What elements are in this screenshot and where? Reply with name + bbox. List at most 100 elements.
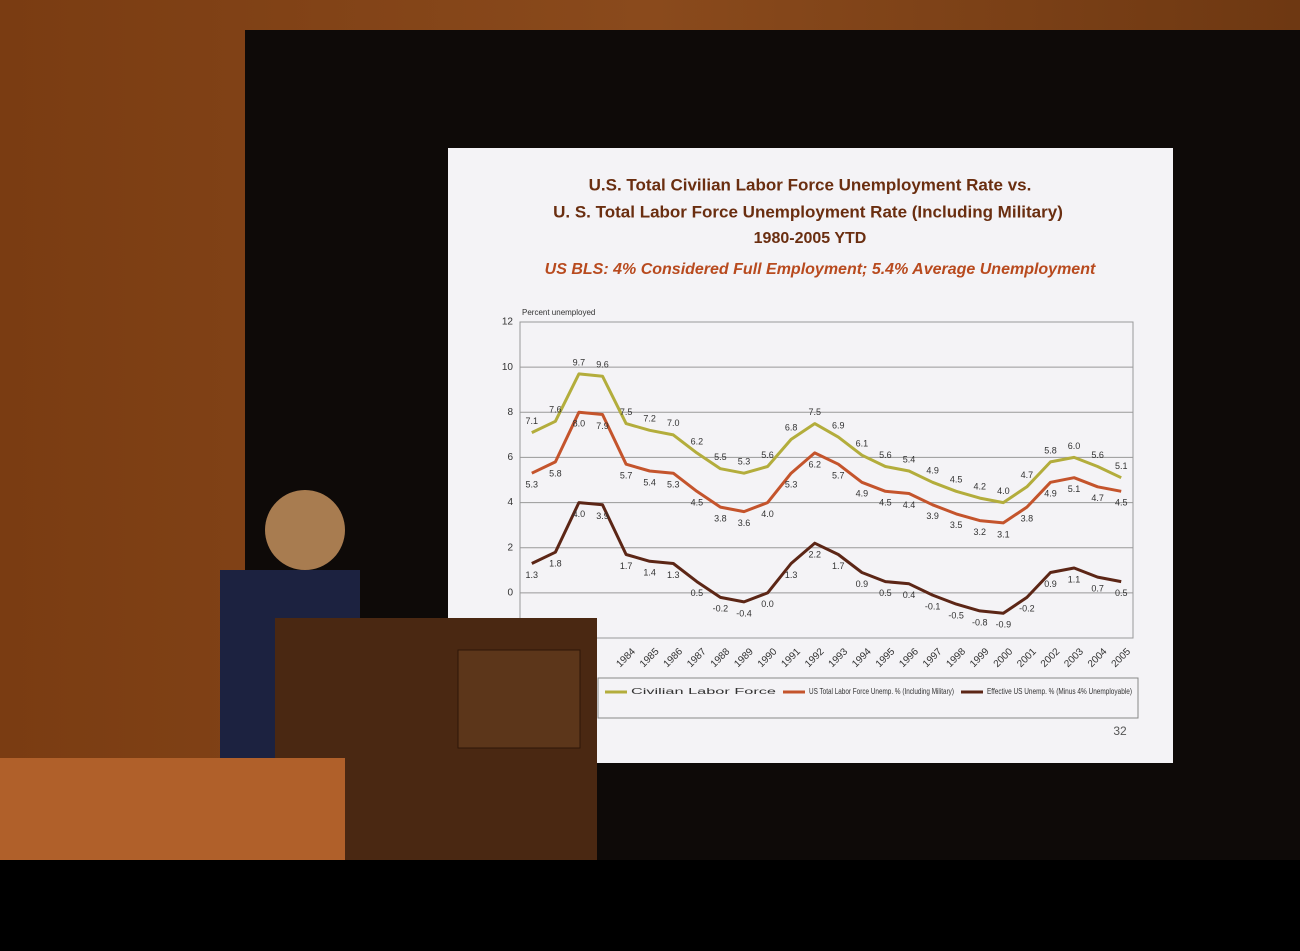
data-label: 0.4 <box>903 590 916 600</box>
data-label: 4.9 <box>926 466 939 476</box>
data-label: 7.9 <box>596 421 609 431</box>
series-line <box>531 372 1122 505</box>
data-label: 4.5 <box>950 475 963 485</box>
data-label: 5.8 <box>1044 445 1057 455</box>
page-number: 32 <box>1113 724 1127 738</box>
legend-box <box>597 677 1139 719</box>
table <box>0 758 345 860</box>
data-label: 7.5 <box>808 407 821 417</box>
data-label: 3.5 <box>950 520 963 530</box>
y-tick-label: 6 <box>507 452 513 463</box>
y-axis-label: Percent unemployed <box>522 308 595 317</box>
podium-plaque <box>457 649 581 749</box>
y-tick-label: 0 <box>507 587 513 598</box>
data-label: -0.5 <box>948 611 964 621</box>
data-label: 6.0 <box>1068 441 1081 451</box>
data-label: -0.2 <box>713 604 729 614</box>
data-label: 3.6 <box>738 518 751 528</box>
data-label: 4.9 <box>856 489 869 499</box>
legend-label: US Total Labor Force Unemp. % (Including… <box>809 687 954 696</box>
data-label: 8.0 <box>573 419 586 429</box>
data-label: 3.9 <box>926 511 939 521</box>
data-label: 4.9 <box>1044 489 1057 499</box>
data-label: 6.9 <box>832 420 845 430</box>
data-label: 1.1 <box>1068 574 1081 584</box>
data-label: 5.6 <box>879 450 892 460</box>
data-label: -0.2 <box>1019 604 1035 614</box>
data-label: -0.9 <box>996 620 1012 630</box>
legend-label: Civilian Labor Force <box>631 687 777 696</box>
data-label: 0.5 <box>1115 588 1128 598</box>
data-label: 3.9 <box>596 511 609 521</box>
title: U.S. Total Civilian Labor Force Unemploy… <box>589 175 1032 194</box>
data-label: 5.1 <box>1115 461 1128 471</box>
data-label: 4.0 <box>573 509 586 519</box>
data-label: 1.4 <box>643 568 656 578</box>
data-label: 0.0 <box>761 599 774 609</box>
data-label: 0.5 <box>691 588 704 598</box>
data-label: 3.2 <box>973 527 986 537</box>
speaker-head <box>265 490 345 570</box>
data-label: 4.5 <box>879 498 892 508</box>
data-label: 5.7 <box>620 471 633 481</box>
data-label: 2.2 <box>808 550 821 560</box>
data-label: 5.7 <box>832 471 845 481</box>
data-label: 4.5 <box>691 498 704 508</box>
data-label: 5.6 <box>761 450 774 460</box>
data-label: 5.1 <box>1068 484 1081 494</box>
data-label: 6.1 <box>856 439 869 449</box>
data-label: 4.4 <box>903 500 916 510</box>
y-tick-label: 10 <box>502 362 514 373</box>
plot: -202468101219841985198619871988198919901… <box>502 317 1134 670</box>
y-tick-label: 4 <box>507 497 513 508</box>
data-label: 0.9 <box>856 579 869 589</box>
data-label: 0.9 <box>1044 579 1057 589</box>
data-label: 6.2 <box>691 436 704 446</box>
data-label: 1.3 <box>667 570 680 580</box>
data-label: 5.5 <box>714 452 727 462</box>
title-line: U. S. Total Labor Force Unemployment Rat… <box>553 202 1063 221</box>
data-label: 4.7 <box>1091 493 1104 503</box>
data-label: -0.1 <box>925 601 941 611</box>
data-label: 1.3 <box>526 570 539 580</box>
data-label: 5.3 <box>667 480 680 490</box>
data-label: 4.5 <box>1115 498 1128 508</box>
data-label: 5.3 <box>738 457 751 467</box>
data-label: 7.6 <box>549 405 562 415</box>
data-label: 1.3 <box>785 570 798 580</box>
data-label: 6.2 <box>808 459 821 469</box>
data-label: 1.7 <box>832 561 845 571</box>
data-label: 4.0 <box>997 486 1010 496</box>
data-label: 3.1 <box>997 529 1010 539</box>
data-label: 5.3 <box>526 480 539 490</box>
legend-label: Effective US Unemp. % (Minus 4% Unemploy… <box>987 687 1132 696</box>
data-label: 5.6 <box>1091 450 1104 460</box>
data-label: 3.8 <box>714 513 727 523</box>
y-tick-label: 12 <box>502 317 514 328</box>
data-label: 4.7 <box>1021 470 1034 480</box>
series-line <box>531 501 1122 615</box>
bottom-band <box>0 860 1300 951</box>
data-label: 4.2 <box>973 481 986 491</box>
data-label: 9.7 <box>573 357 586 367</box>
data-label: 6.8 <box>785 423 798 433</box>
data-label: 3.8 <box>1021 513 1034 523</box>
data-label: -0.4 <box>736 608 752 618</box>
data-label: 1.8 <box>549 559 562 569</box>
data-label: 5.4 <box>643 477 656 487</box>
data-label: 1.7 <box>620 561 633 571</box>
legend: Civilian Labor Force US Total Labor Force… <box>597 677 1139 719</box>
data-label: 0.7 <box>1091 583 1104 593</box>
y-tick-label: 8 <box>507 407 513 418</box>
data-label: 9.6 <box>596 360 609 370</box>
data-label: 7.2 <box>643 414 656 424</box>
data-label: 4.0 <box>761 509 774 519</box>
data-label: 7.5 <box>620 407 633 417</box>
subtitle: US BLS: 4% Considered Full Employment; 5… <box>545 261 1096 278</box>
data-label: 5.4 <box>903 454 916 464</box>
data-label: -0.8 <box>972 617 988 627</box>
title-line: 1980-2005 YTD <box>754 230 867 247</box>
data-label: 5.8 <box>549 468 562 478</box>
